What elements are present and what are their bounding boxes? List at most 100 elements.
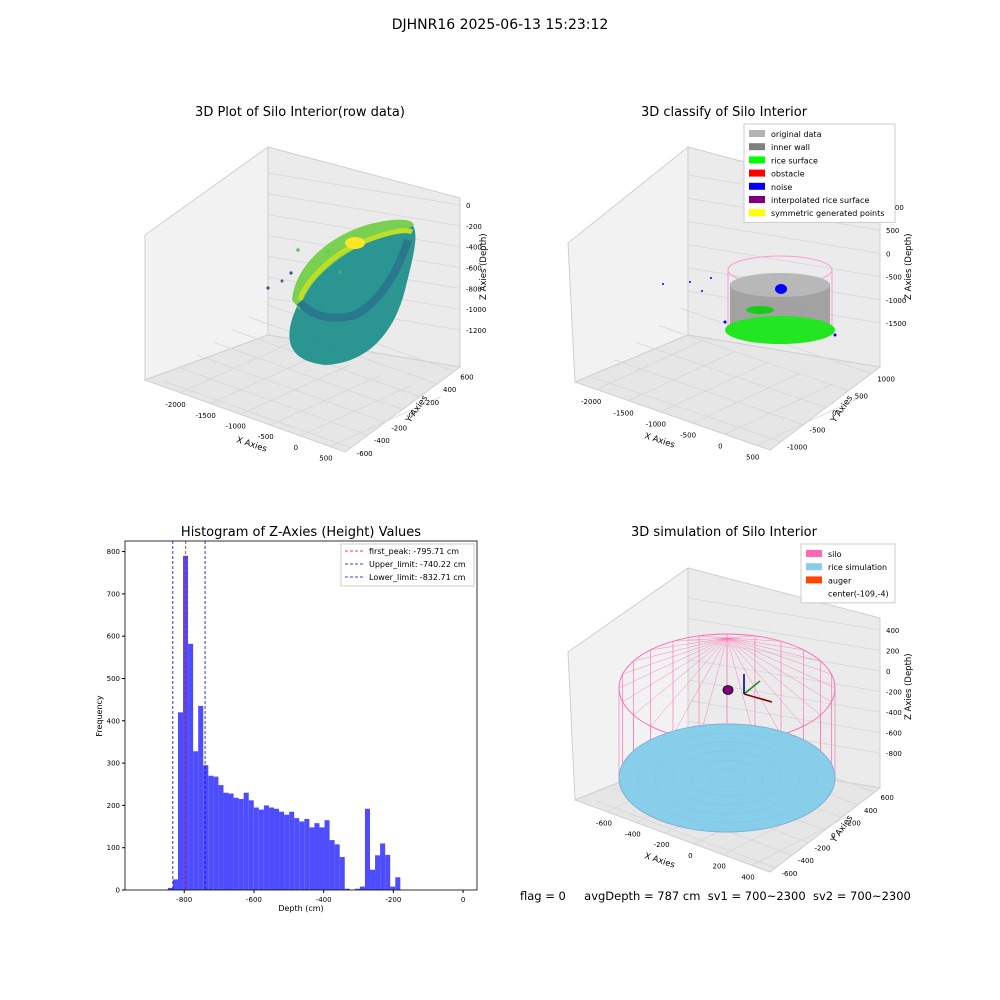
y-tick-label: 800 <box>107 548 120 556</box>
z-tick-label: 0 <box>886 668 890 676</box>
grid-line <box>329 396 442 448</box>
status-line: flag = 0 avgDepth = 787 cm sv1 = 700~230… <box>520 889 911 903</box>
histogram-bar <box>218 785 224 890</box>
x-tick-label: 0 <box>461 896 465 904</box>
silo-roof-line <box>698 637 728 741</box>
panel-title: 3D simulation of Silo Interior <box>631 525 818 540</box>
silo-roof-line <box>726 637 756 741</box>
y-tick-label: 600 <box>460 373 473 381</box>
peak-cluster <box>345 237 365 249</box>
silo-roof-line <box>726 637 804 651</box>
z-tick-label: -200 <box>466 223 482 231</box>
legend-label: silo <box>828 550 842 559</box>
legend-label: Lower_limit: -832.71 cm <box>369 573 466 582</box>
silo-roof-line <box>726 637 804 727</box>
x-tick-label: -800 <box>176 896 192 904</box>
x-tick-label: 200 <box>713 863 726 871</box>
auger <box>722 674 773 703</box>
legend-label: original data <box>771 130 822 139</box>
x-tick-label: -1500 <box>613 409 633 417</box>
x-tick-label: -500 <box>680 431 696 439</box>
y-tick-label: 400 <box>107 717 120 725</box>
legend-swatch <box>749 143 765 151</box>
y-tick-label: 600 <box>107 633 120 641</box>
scatter-dot <box>314 260 318 264</box>
z-axis-label: Z Axies (Depth) <box>904 233 914 300</box>
y-tick-label: 1000 <box>877 376 895 384</box>
grid-line <box>627 350 736 402</box>
pane-floor <box>573 334 882 451</box>
scatter-dot <box>266 286 270 290</box>
histogram-bar <box>223 792 229 890</box>
z-tick-label: 500 <box>886 227 899 235</box>
y-tick-label: 0 <box>409 412 413 420</box>
grid-line <box>595 800 776 869</box>
x-tick-label: -400 <box>316 896 332 904</box>
y-tick-label: -600 <box>782 870 798 878</box>
rice-mesh <box>690 759 764 797</box>
status-flag: flag = 0 <box>520 889 566 903</box>
x-tick-label: -200 <box>654 841 670 849</box>
histogram-bar <box>263 805 269 890</box>
y-tick-label: 500 <box>107 675 120 683</box>
grid-line <box>687 679 881 713</box>
x-tick-label: 500 <box>746 453 759 461</box>
histogram-bar <box>375 855 381 890</box>
z-tick-label: -400 <box>886 709 902 717</box>
grid-line <box>214 342 403 410</box>
silo-roof-line <box>726 637 821 716</box>
silo-roof-line <box>622 637 728 675</box>
center-marker <box>722 685 734 695</box>
z-tick-label: -1200 <box>466 327 486 335</box>
panel-title: 3D classify of Silo Interior <box>641 105 808 120</box>
rice-surface <box>725 316 835 344</box>
x-tick-label: -2000 <box>581 398 601 406</box>
z-tick-label: -600 <box>886 730 902 738</box>
legend-label: Upper_limit: -740.22 cm <box>369 560 466 569</box>
x-tick-label: -2000 <box>165 401 185 409</box>
grid-line <box>179 367 369 436</box>
legend: first_peak: -795.71 cm Upper_limit: -740.… <box>340 543 475 587</box>
y-tick-label: 0 <box>831 832 835 840</box>
y-ticks: 0 100 200 300 400 500 600 700 800 <box>107 548 125 895</box>
grid-line <box>659 361 768 413</box>
x-axis-label: X Axies <box>643 431 676 450</box>
x-axis-label: Depth (cm) <box>278 904 323 913</box>
z-tick-label: -500 <box>886 274 902 282</box>
raw-points <box>266 219 416 365</box>
rice-mesh <box>654 741 800 815</box>
x-tick-label: -1000 <box>646 420 666 428</box>
grid-line <box>209 353 321 405</box>
legend-swatch <box>749 156 765 164</box>
grid-line <box>687 597 881 631</box>
grid-line <box>299 385 412 437</box>
legend-label: symmetric generated points <box>771 209 884 218</box>
histogram-bar <box>279 811 285 890</box>
plot-frame <box>124 540 478 891</box>
z-axis-label: Z Axies (Depth) <box>904 653 914 720</box>
histogram-bar <box>268 807 274 890</box>
legend-swatch <box>749 209 765 217</box>
silo-roof-line <box>726 637 821 662</box>
legend-swatch <box>806 576 822 584</box>
scatter-dot <box>296 248 300 252</box>
z-tick-label: -800 <box>466 285 482 293</box>
x-tick-label: 500 <box>319 455 332 463</box>
legend-label: first_peak: -795.71 cm <box>369 547 459 556</box>
legend-label: rice surface <box>771 156 818 165</box>
legend-swatch <box>806 563 822 571</box>
silo-roof-line <box>726 637 782 642</box>
histogram-bar <box>395 877 401 890</box>
panel-simulation-3d: 3D simulation of Silo Interior -600 -400 -… <box>567 525 914 881</box>
x-tick-label: 0 <box>294 444 298 452</box>
grid-line <box>267 193 461 227</box>
histogram-bar <box>213 776 219 890</box>
z-tick-label: -800 <box>886 750 902 758</box>
y-tick-label: 400 <box>443 386 456 394</box>
z-tick-label: 0 <box>886 250 890 258</box>
histogram-bar <box>304 818 310 890</box>
histogram-bar <box>273 808 280 890</box>
histogram-bar <box>344 888 350 890</box>
